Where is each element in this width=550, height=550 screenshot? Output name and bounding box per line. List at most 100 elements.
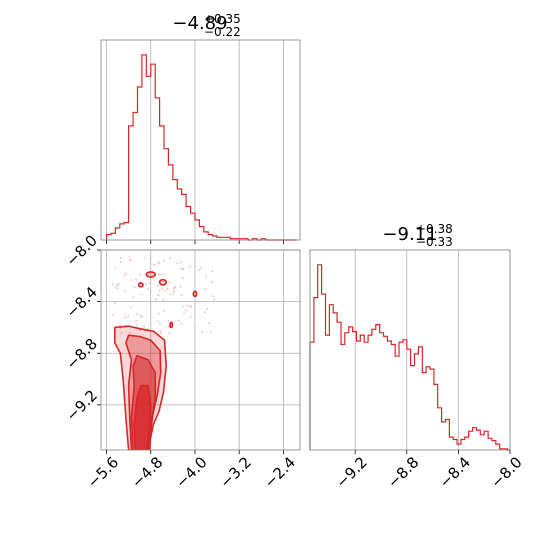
contour-island-0 bbox=[145, 271, 156, 278]
sample-point bbox=[211, 270, 214, 272]
sample-point bbox=[135, 278, 138, 281]
tick-label-x-4: −2.4 bbox=[261, 453, 299, 491]
sample-point bbox=[128, 258, 131, 261]
sample-point bbox=[213, 298, 216, 301]
sample-point bbox=[139, 314, 142, 317]
sample-point bbox=[199, 266, 202, 269]
sample-point bbox=[189, 316, 192, 318]
sample-point bbox=[189, 265, 191, 268]
sample-point bbox=[163, 289, 166, 292]
tick-label-x-2: −8.4 bbox=[436, 453, 474, 491]
sample-point bbox=[163, 273, 166, 276]
sample-point bbox=[157, 293, 159, 296]
sample-point bbox=[162, 298, 165, 301]
contour-island-3 bbox=[192, 290, 198, 298]
sample-point bbox=[190, 306, 193, 308]
sample-point bbox=[139, 329, 141, 332]
sample-point bbox=[111, 283, 114, 286]
sample-point bbox=[158, 262, 161, 265]
sample-point bbox=[159, 330, 162, 333]
histogram-step-line bbox=[105, 54, 297, 241]
sample-point bbox=[163, 259, 165, 262]
title-upper-error: +0.35 bbox=[204, 12, 241, 26]
sample-point bbox=[193, 326, 196, 329]
sample-point bbox=[160, 273, 163, 276]
histogram-title: −4.89 bbox=[172, 13, 227, 34]
sample-point bbox=[148, 282, 150, 285]
sample-point bbox=[182, 305, 185, 308]
sample-point bbox=[211, 295, 214, 298]
sample-point bbox=[157, 273, 160, 276]
sample-point bbox=[119, 323, 122, 326]
sample-point bbox=[159, 323, 161, 325]
panel-frame bbox=[100, 39, 301, 241]
sample-point bbox=[116, 284, 119, 286]
sample-point bbox=[158, 289, 161, 292]
tick-label-x-0: −5.6 bbox=[84, 453, 122, 491]
sample-point bbox=[168, 332, 171, 334]
sample-point bbox=[206, 308, 209, 310]
sample-point bbox=[130, 279, 133, 281]
sample-point bbox=[205, 276, 208, 278]
sample-point bbox=[113, 267, 116, 270]
sample-point bbox=[209, 330, 212, 333]
sample-point bbox=[123, 274, 126, 277]
sample-point bbox=[173, 287, 175, 290]
sample-point bbox=[180, 322, 183, 325]
contour-level-3 bbox=[133, 384, 152, 450]
histogram-title: −9.11 bbox=[382, 224, 437, 245]
sample-point bbox=[163, 309, 166, 312]
sample-point bbox=[117, 283, 120, 285]
sample-point bbox=[170, 293, 172, 296]
sample-point bbox=[179, 285, 182, 288]
sample-point bbox=[132, 296, 134, 299]
sample-point bbox=[167, 325, 170, 328]
sample-point bbox=[135, 319, 138, 322]
tick-label-x-3: −8.0 bbox=[487, 453, 525, 491]
sample-point bbox=[125, 272, 128, 275]
sample-point bbox=[155, 298, 157, 300]
sample-point bbox=[146, 327, 149, 330]
sample-point bbox=[181, 277, 184, 280]
sample-point bbox=[120, 332, 123, 335]
sample-point bbox=[201, 330, 204, 333]
sample-point bbox=[180, 294, 183, 296]
sample-point bbox=[141, 316, 143, 318]
sample-point bbox=[177, 319, 180, 322]
sample-point bbox=[138, 273, 141, 276]
sample-point bbox=[123, 289, 126, 292]
tick-label-x-3: −3.2 bbox=[216, 453, 254, 491]
tick-label-y-1: −8.4 bbox=[62, 283, 100, 321]
tick-label-y-3: −9.2 bbox=[62, 386, 100, 424]
sample-point bbox=[135, 312, 138, 315]
tick-label-y-0: −8.0 bbox=[62, 231, 100, 269]
sample-point bbox=[169, 257, 172, 260]
sample-point bbox=[182, 268, 185, 271]
tick-label-y-2: −8.8 bbox=[62, 335, 100, 373]
contour-island-2 bbox=[137, 282, 144, 288]
sample-point bbox=[127, 315, 130, 318]
sample-point bbox=[133, 286, 136, 288]
sample-point bbox=[167, 319, 170, 322]
sample-point bbox=[129, 331, 131, 334]
title-lower-error: −0.33 bbox=[416, 235, 453, 249]
sample-point bbox=[157, 261, 160, 264]
sample-point bbox=[124, 316, 127, 319]
sample-point bbox=[119, 260, 122, 263]
sample-point bbox=[160, 332, 162, 335]
sample-point bbox=[204, 287, 207, 290]
sample-point bbox=[157, 320, 160, 323]
contour-island-1 bbox=[158, 278, 168, 286]
sample-point bbox=[145, 283, 147, 286]
sample-point bbox=[186, 305, 189, 307]
sample-point bbox=[147, 287, 150, 290]
sample-point bbox=[128, 255, 131, 258]
sample-point bbox=[143, 325, 146, 328]
sample-point bbox=[198, 269, 201, 272]
sample-point bbox=[157, 284, 160, 287]
sample-point bbox=[185, 309, 188, 312]
sample-point bbox=[158, 312, 161, 315]
histogram-step-line bbox=[309, 264, 510, 451]
sample-point bbox=[153, 263, 156, 266]
